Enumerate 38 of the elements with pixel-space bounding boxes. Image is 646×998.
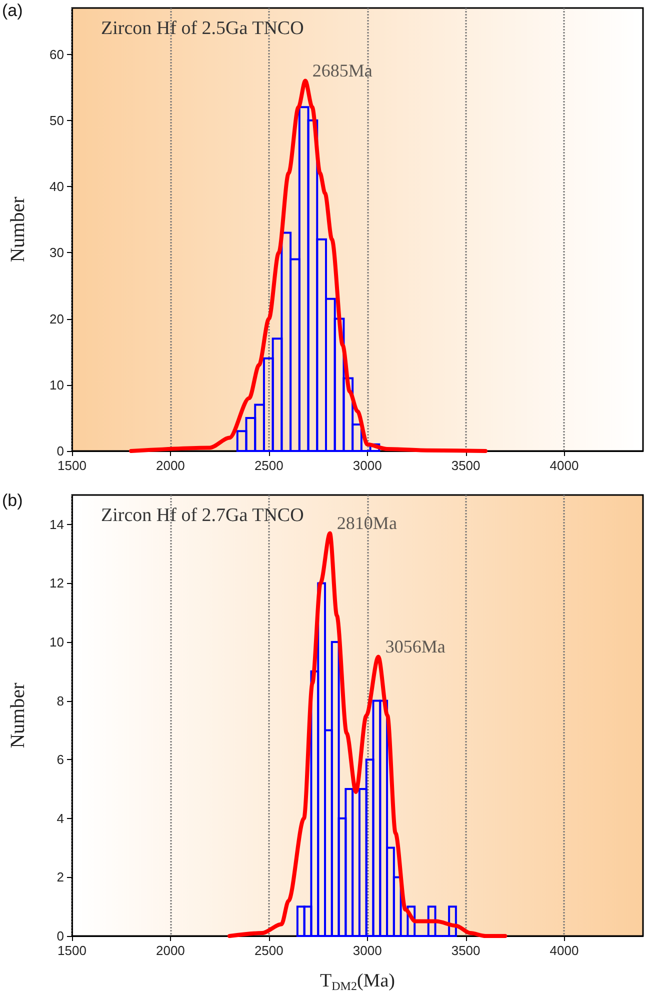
- y-axis-title: Number: [7, 196, 29, 262]
- x-tick-label: 4000: [550, 943, 579, 958]
- x-tick-label: 3500: [451, 943, 480, 958]
- y-tick-label: 50: [50, 112, 64, 128]
- x-tick-label: 1500: [58, 943, 86, 958]
- y-tick-label: 0: [56, 444, 64, 458]
- annotation: 3056Ma: [385, 636, 446, 657]
- y-tick-label: 2: [56, 870, 64, 885]
- x-tick-label: 2500: [254, 458, 284, 473]
- y-tick-label: 10: [50, 377, 64, 392]
- y-tick-label: 30: [50, 245, 64, 260]
- y-tick-label: 10: [50, 634, 64, 650]
- x-tick-label: 4000: [550, 458, 579, 473]
- x-tick-label: 2500: [254, 943, 284, 958]
- line-series: [228, 531, 508, 938]
- x-tick-label: 2000: [156, 458, 185, 473]
- y-tick-label: 8: [56, 693, 64, 708]
- text: (a): [2, 1, 23, 20]
- y-tick-label: 6: [56, 752, 64, 768]
- y-tick-label: 0: [56, 928, 64, 944]
- annotation: 2685Ma: [312, 60, 372, 81]
- x-tick-label: 3000: [352, 943, 382, 958]
- x-tick-label: 3000: [352, 458, 382, 473]
- y-tick-label: 40: [50, 179, 64, 194]
- y-tick-label: 60: [50, 46, 64, 62]
- y-tick-label: 20: [50, 311, 64, 326]
- x-tick-label: 2000: [156, 943, 185, 958]
- y-tick-label: 4: [56, 810, 64, 826]
- x-tick-label: 1500: [58, 458, 86, 473]
- text: Zircon Hf of 2.5Ga TNCO: [101, 18, 304, 39]
- y-tick-label: 14: [50, 516, 64, 532]
- y-axis-title: Number: [7, 682, 29, 748]
- line-series: [129, 78, 488, 453]
- text: Zircon Hf of 2.7Ga TNCO: [101, 505, 304, 526]
- y-tick-label: 12: [50, 576, 64, 591]
- x-tick-label: 3500: [451, 458, 480, 473]
- text: (b): [2, 491, 23, 510]
- annotation: 2810Ma: [336, 513, 397, 534]
